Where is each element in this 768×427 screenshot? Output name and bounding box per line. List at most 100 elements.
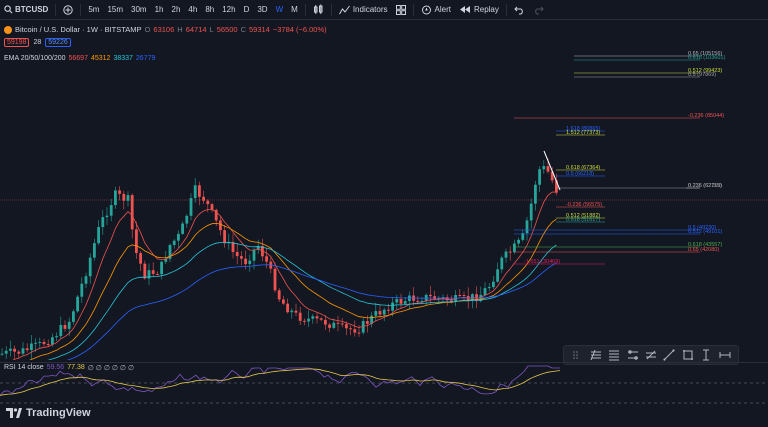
chart-type-button[interactable]	[309, 0, 328, 19]
candle-body	[298, 312, 302, 321]
candle-body	[55, 336, 58, 338]
ema-20-line	[12, 191, 557, 360]
alert-button[interactable]: Alert	[417, 0, 455, 19]
candle-body	[202, 196, 205, 201]
candle-body	[13, 348, 16, 352]
date-range-icon[interactable]	[719, 349, 731, 361]
high-value: 64714	[185, 25, 207, 34]
tf-4h[interactable]: 4h	[188, 5, 198, 14]
ema-legend[interactable]: EMA 20/50/100/200 56697 45312 38337 2677…	[4, 55, 155, 62]
candle-body	[256, 245, 260, 250]
candle-body	[72, 311, 75, 322]
tf-d[interactable]: D	[243, 5, 250, 14]
rewind-icon	[459, 6, 470, 13]
symbol-search[interactable]: BTCUSD	[0, 0, 52, 19]
grip-icon[interactable]	[571, 349, 583, 361]
fib-level-label: 0.618 (103601)	[688, 55, 725, 61]
trend-line[interactable]	[543, 150, 561, 191]
candle-body	[219, 220, 222, 231]
candle-body	[420, 301, 424, 303]
candle-body	[84, 276, 88, 284]
candle-body	[370, 315, 373, 324]
candle-body	[294, 310, 298, 313]
fib-time-icon[interactable]	[645, 349, 657, 361]
rectangle-icon[interactable]	[682, 349, 694, 361]
divider	[55, 3, 57, 16]
alert-label: Alert	[434, 5, 451, 14]
candle-body	[235, 251, 239, 257]
redo-button[interactable]	[529, 0, 548, 19]
compare-button[interactable]	[59, 0, 77, 19]
ema-100-value: 38337	[113, 55, 133, 62]
candle-body	[387, 309, 390, 311]
fib-level-label: 0.512 (99423)	[688, 68, 722, 74]
tf-5m[interactable]: 5m	[88, 5, 100, 14]
rsi-line	[0, 365, 560, 396]
candle-body	[38, 341, 42, 343]
undo-button[interactable]	[510, 0, 529, 19]
ema-200-value: 26779	[135, 55, 156, 62]
fib-channel-icon[interactable]	[627, 349, 639, 361]
candle-body	[504, 251, 508, 258]
tf-12h[interactable]: 12h	[222, 5, 236, 14]
candle-body	[416, 300, 420, 302]
candle-body	[177, 233, 180, 241]
candle-body	[76, 296, 79, 312]
candle-body	[80, 283, 84, 297]
divider	[304, 3, 306, 16]
fib-extension-icon[interactable]	[608, 349, 620, 361]
price-range-icon[interactable]	[700, 349, 712, 361]
candle-body	[240, 256, 243, 259]
sell-button[interactable]: 59198	[4, 38, 30, 47]
fib-retracement-icon[interactable]	[590, 349, 602, 361]
tf-3d[interactable]: 3D	[257, 5, 268, 14]
replay-button[interactable]: Replay	[455, 0, 503, 19]
timeframe-group: 5m 15m 30m 1h 2h 4h 8h 12h D 3D W M	[84, 0, 301, 19]
tf-15m[interactable]: 15m	[107, 5, 124, 14]
price-chart[interactable]: 0.65 (105156)0.618 (103601) 0.512 (99423)…	[0, 20, 768, 360]
candle-body	[382, 309, 386, 315]
buy-button[interactable]: 59226	[45, 38, 71, 47]
bid-ask-row: 59198 28 59226	[4, 38, 71, 47]
candle-body	[34, 342, 37, 344]
tf-2h[interactable]: 2h	[171, 5, 181, 14]
rsi-ma-value: 77.38	[67, 364, 85, 371]
spread-value: 28	[33, 39, 42, 46]
tf-m[interactable]: M	[291, 5, 298, 14]
tradingview-logo[interactable]: TradingView	[6, 407, 91, 419]
divider	[505, 3, 507, 16]
candle-body	[168, 244, 172, 259]
tf-w[interactable]: W	[275, 5, 284, 14]
rsi-extra-values: ∅ ∅ ∅ ∅ ∅ ∅	[87, 365, 135, 372]
undo-icon	[514, 6, 523, 14]
candle-body	[319, 318, 323, 320]
candle-body	[109, 205, 113, 216]
fib-level-label: 0.512 (51882)	[566, 213, 600, 219]
low-value: 56500	[216, 25, 238, 34]
tf-8h[interactable]: 8h	[205, 5, 215, 14]
rsi-chart	[0, 365, 768, 404]
candle-body	[156, 273, 159, 275]
indicators-button[interactable]: Indicators	[335, 0, 392, 19]
rsi-pane[interactable]	[0, 362, 768, 425]
candle-body	[450, 300, 453, 302]
candle-body	[395, 298, 399, 303]
tf-1h[interactable]: 1h	[154, 5, 164, 14]
candle-body	[555, 180, 558, 193]
candle-body	[391, 302, 394, 311]
candle-body	[88, 257, 92, 277]
candle-body	[286, 303, 289, 313]
candle-body	[248, 260, 252, 265]
open-value: 63106	[153, 25, 175, 34]
candle-body	[126, 195, 130, 201]
indicators-icon	[338, 5, 350, 14]
layouts-button[interactable]	[392, 0, 410, 19]
candle-body	[30, 343, 33, 351]
candle-body	[122, 193, 126, 201]
trend-line-icon[interactable]	[663, 349, 676, 361]
candle-body	[332, 322, 336, 328]
candle-body	[189, 198, 193, 216]
tf-30m[interactable]: 30m	[131, 5, 147, 14]
rsi-legend[interactable]: RSI 14 close 59.56 77.38 ∅ ∅ ∅ ∅ ∅ ∅	[4, 364, 134, 372]
low-label: L	[209, 25, 214, 34]
